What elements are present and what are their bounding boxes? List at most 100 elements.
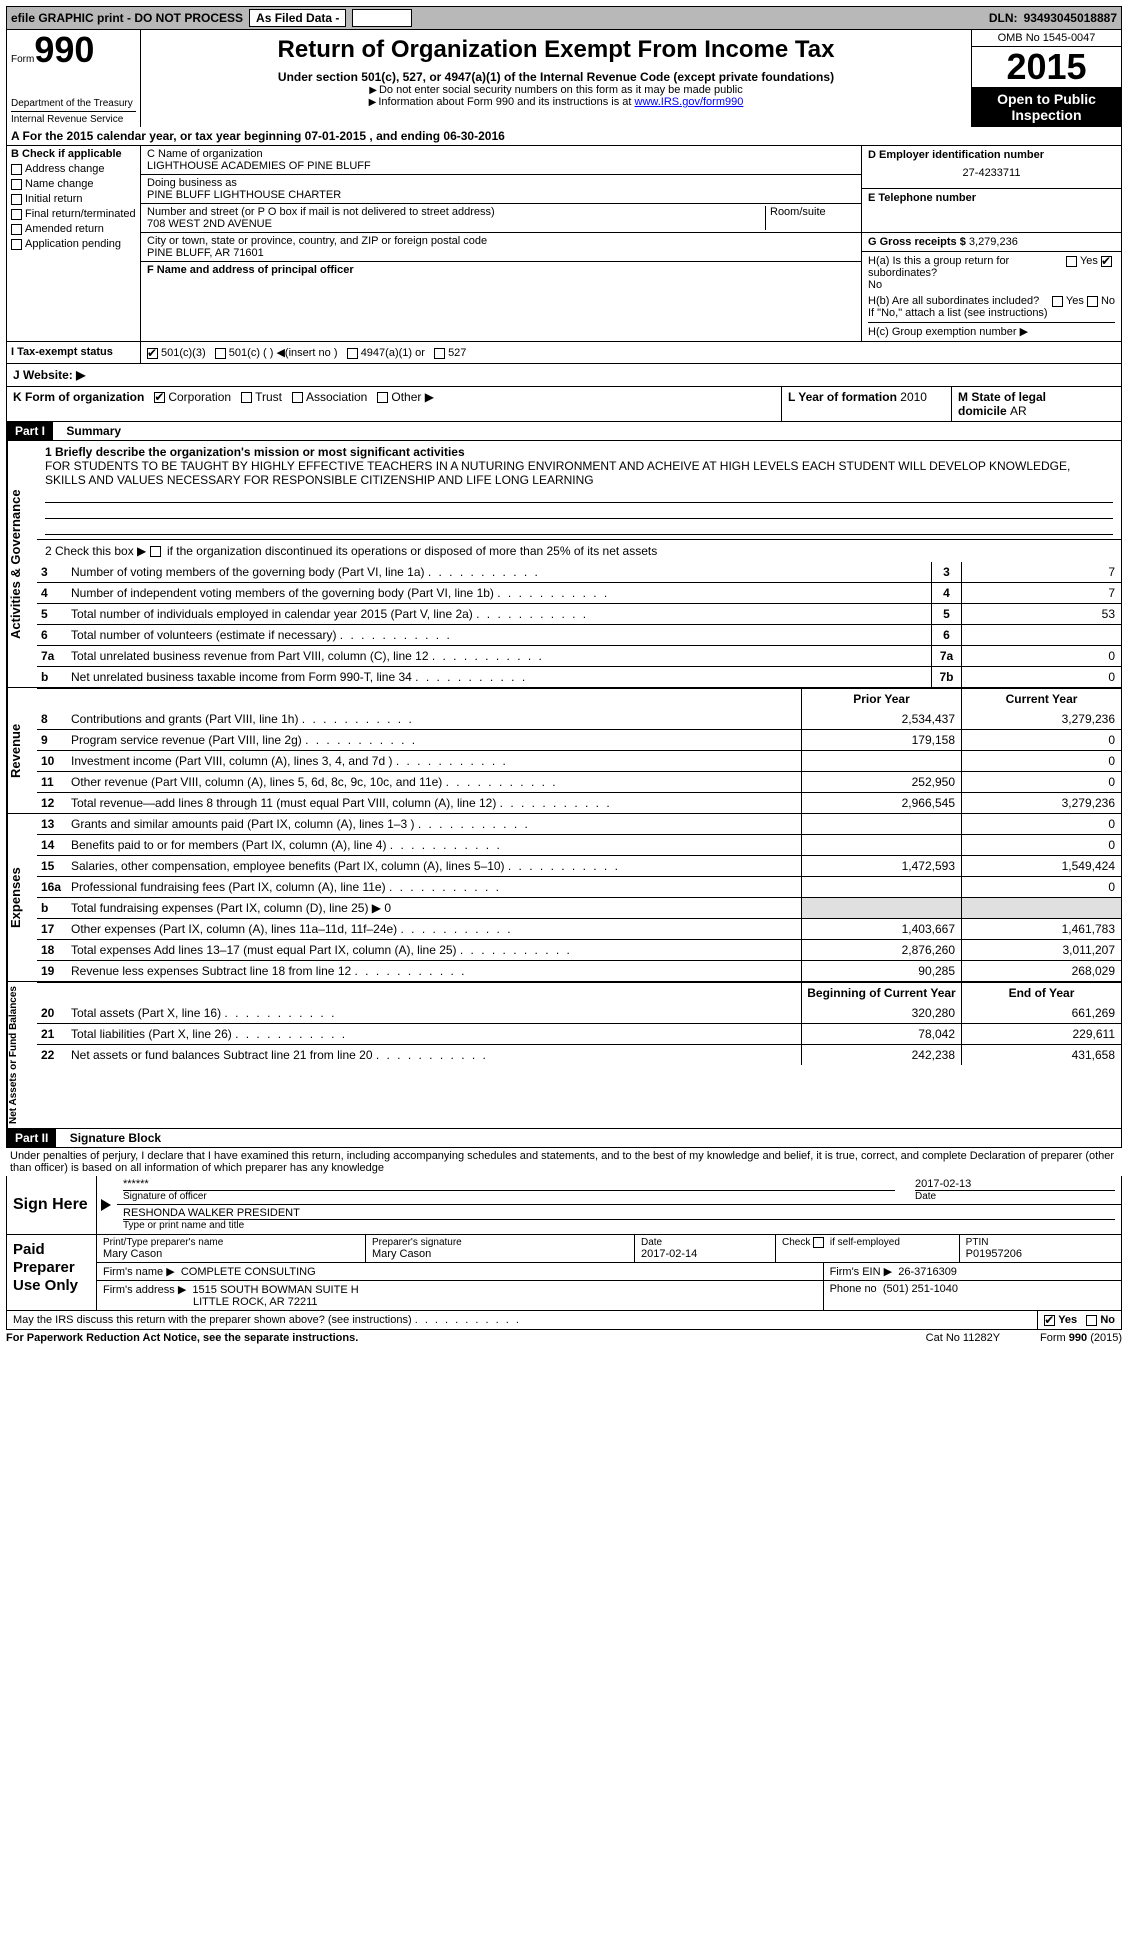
chk-corporation[interactable]	[154, 392, 165, 403]
line-num: 21	[37, 1024, 67, 1044]
chk-4947[interactable]	[347, 348, 358, 359]
line-current	[961, 898, 1121, 918]
form-word: Form	[11, 54, 34, 65]
chk-hb-yes[interactable]	[1052, 296, 1063, 307]
chk-self-employed[interactable]	[813, 1237, 824, 1248]
line-13: 13Grants and similar amounts paid (Part …	[37, 814, 1121, 834]
line-desc: Total fundraising expenses (Part IX, col…	[67, 898, 801, 918]
ptin-label: PTIN	[966, 1237, 1115, 1248]
chk-discontinued[interactable]	[150, 546, 161, 557]
chk-trust[interactable]	[241, 392, 252, 403]
line-num: 15	[37, 856, 67, 876]
chk-discuss-no[interactable]	[1086, 1315, 1097, 1326]
line-desc: Investment income (Part VIII, column (A)…	[67, 751, 801, 771]
lbl-address-change: Address change	[25, 163, 105, 175]
line-num: 6	[37, 625, 67, 645]
line-num: 16a	[37, 877, 67, 897]
line-num: 8	[37, 709, 67, 729]
paid-preparer-label: Paid Preparer Use Only	[7, 1235, 97, 1310]
chk-ha-no[interactable]	[1101, 256, 1112, 267]
line-num: 3	[37, 562, 67, 582]
lbl-501c: 501(c) ( ) ◀(insert no )	[229, 347, 338, 359]
part-i-badge: Part I	[7, 422, 53, 440]
l-label: L Year of formation	[788, 390, 897, 404]
line-idx: 7b	[931, 667, 961, 687]
line-desc: Revenue less expenses Subtract line 18 f…	[67, 961, 801, 981]
line-idx: 4	[931, 583, 961, 603]
efile-text: efile GRAPHIC print - DO NOT PROCESS	[11, 11, 243, 25]
dln-label: DLN:	[989, 11, 1018, 25]
line-18: 18Total expenses Add lines 13–17 (must e…	[37, 939, 1121, 960]
chk-other[interactable]	[377, 392, 388, 403]
line-prior	[801, 751, 961, 771]
line-prior: 78,042	[801, 1024, 961, 1044]
line-prior: 320,280	[801, 1003, 961, 1023]
line-20: 20Total assets (Part X, line 16) 320,280…	[37, 1003, 1121, 1023]
irs-link[interactable]: www.IRS.gov/form990	[635, 96, 744, 108]
chk-association[interactable]	[292, 392, 303, 403]
chk-final-return[interactable]	[11, 209, 22, 220]
chk-address-change[interactable]	[11, 164, 22, 175]
line-desc: Total number of individuals employed in …	[67, 604, 931, 624]
prep-date: 2017-02-14	[641, 1248, 769, 1260]
gov-line-7b: bNet unrelated business taxable income f…	[37, 666, 1121, 687]
chk-discuss-yes[interactable]	[1044, 1315, 1055, 1326]
note-ssn: Do not enter social security numbers on …	[379, 84, 743, 96]
l-value: 2010	[900, 390, 927, 404]
row-a-begin: 07-01-2015	[305, 129, 366, 143]
hb-label: H(b) Are all subordinates included?	[868, 295, 1052, 307]
line-desc: Number of voting members of the governin…	[67, 562, 931, 582]
lbl-yes: Yes	[1058, 1314, 1077, 1326]
chk-name-change[interactable]	[11, 179, 22, 190]
line-16a: 16aProfessional fundraising fees (Part I…	[37, 876, 1121, 897]
line-prior: 2,966,545	[801, 793, 961, 813]
prep-sig: Mary Cason	[372, 1248, 628, 1260]
hc-label: H(c) Group exemption number ▶	[868, 322, 1115, 338]
row-j-label: J Website: ▶	[7, 364, 1121, 386]
row-a-pre: A For the 2015 calendar year, or tax yea…	[11, 129, 305, 143]
chk-initial-return[interactable]	[11, 194, 22, 205]
chk-amended-return[interactable]	[11, 224, 22, 235]
line-b: bTotal fundraising expenses (Part IX, co…	[37, 897, 1121, 918]
form-title: Return of Organization Exempt From Incom…	[151, 36, 961, 64]
form-subtitle: Under section 501(c), 527, or 4947(a)(1)…	[151, 70, 961, 84]
line-21: 21Total liabilities (Part X, line 26) 78…	[37, 1023, 1121, 1044]
line-num: b	[37, 898, 67, 918]
mission-line-2	[45, 503, 1113, 519]
line-val: 7	[961, 583, 1121, 603]
gov-line-6: 6Total number of volunteers (estimate if…	[37, 624, 1121, 645]
line-8: 8Contributions and grants (Part VIII, li…	[37, 709, 1121, 729]
line-idx: 3	[931, 562, 961, 582]
line-val	[961, 625, 1121, 645]
line-num: 12	[37, 793, 67, 813]
omb-number: OMB No 1545-0047	[972, 30, 1121, 47]
line-prior: 179,158	[801, 730, 961, 750]
chk-501c[interactable]	[215, 348, 226, 359]
dept-treasury: Department of the Treasury	[11, 98, 136, 109]
m-value: AR	[1010, 404, 1027, 418]
chk-application-pending[interactable]	[11, 239, 22, 250]
line-11: 11Other revenue (Part VIII, column (A), …	[37, 771, 1121, 792]
lbl-corporation: Corporation	[168, 390, 231, 404]
line-val: 7	[961, 562, 1121, 582]
mission-line-1	[45, 487, 1113, 503]
lbl-527: 527	[448, 347, 466, 359]
firm-name: COMPLETE CONSULTING	[181, 1266, 316, 1278]
line-current: 3,279,236	[961, 793, 1121, 813]
line-idx: 7a	[931, 646, 961, 666]
row-a-mid: , and ending	[369, 129, 443, 143]
part-ii-title: Signature Block	[60, 1131, 161, 1145]
city-label: City or town, state or province, country…	[147, 235, 855, 247]
sign-date-label: Date	[915, 1190, 1115, 1202]
chk-501c3[interactable]	[147, 348, 158, 359]
irs-discuss-row: May the IRS discuss this return with the…	[6, 1311, 1122, 1330]
line-num: 10	[37, 751, 67, 771]
chk-ha-yes[interactable]	[1066, 256, 1077, 267]
ha-answer: No	[868, 279, 882, 291]
line-current: 0	[961, 835, 1121, 855]
chk-527[interactable]	[434, 348, 445, 359]
line-num: 18	[37, 940, 67, 960]
chk-hb-no[interactable]	[1087, 296, 1098, 307]
line-num: 4	[37, 583, 67, 603]
dln-value: 93493045018887	[1024, 11, 1117, 25]
